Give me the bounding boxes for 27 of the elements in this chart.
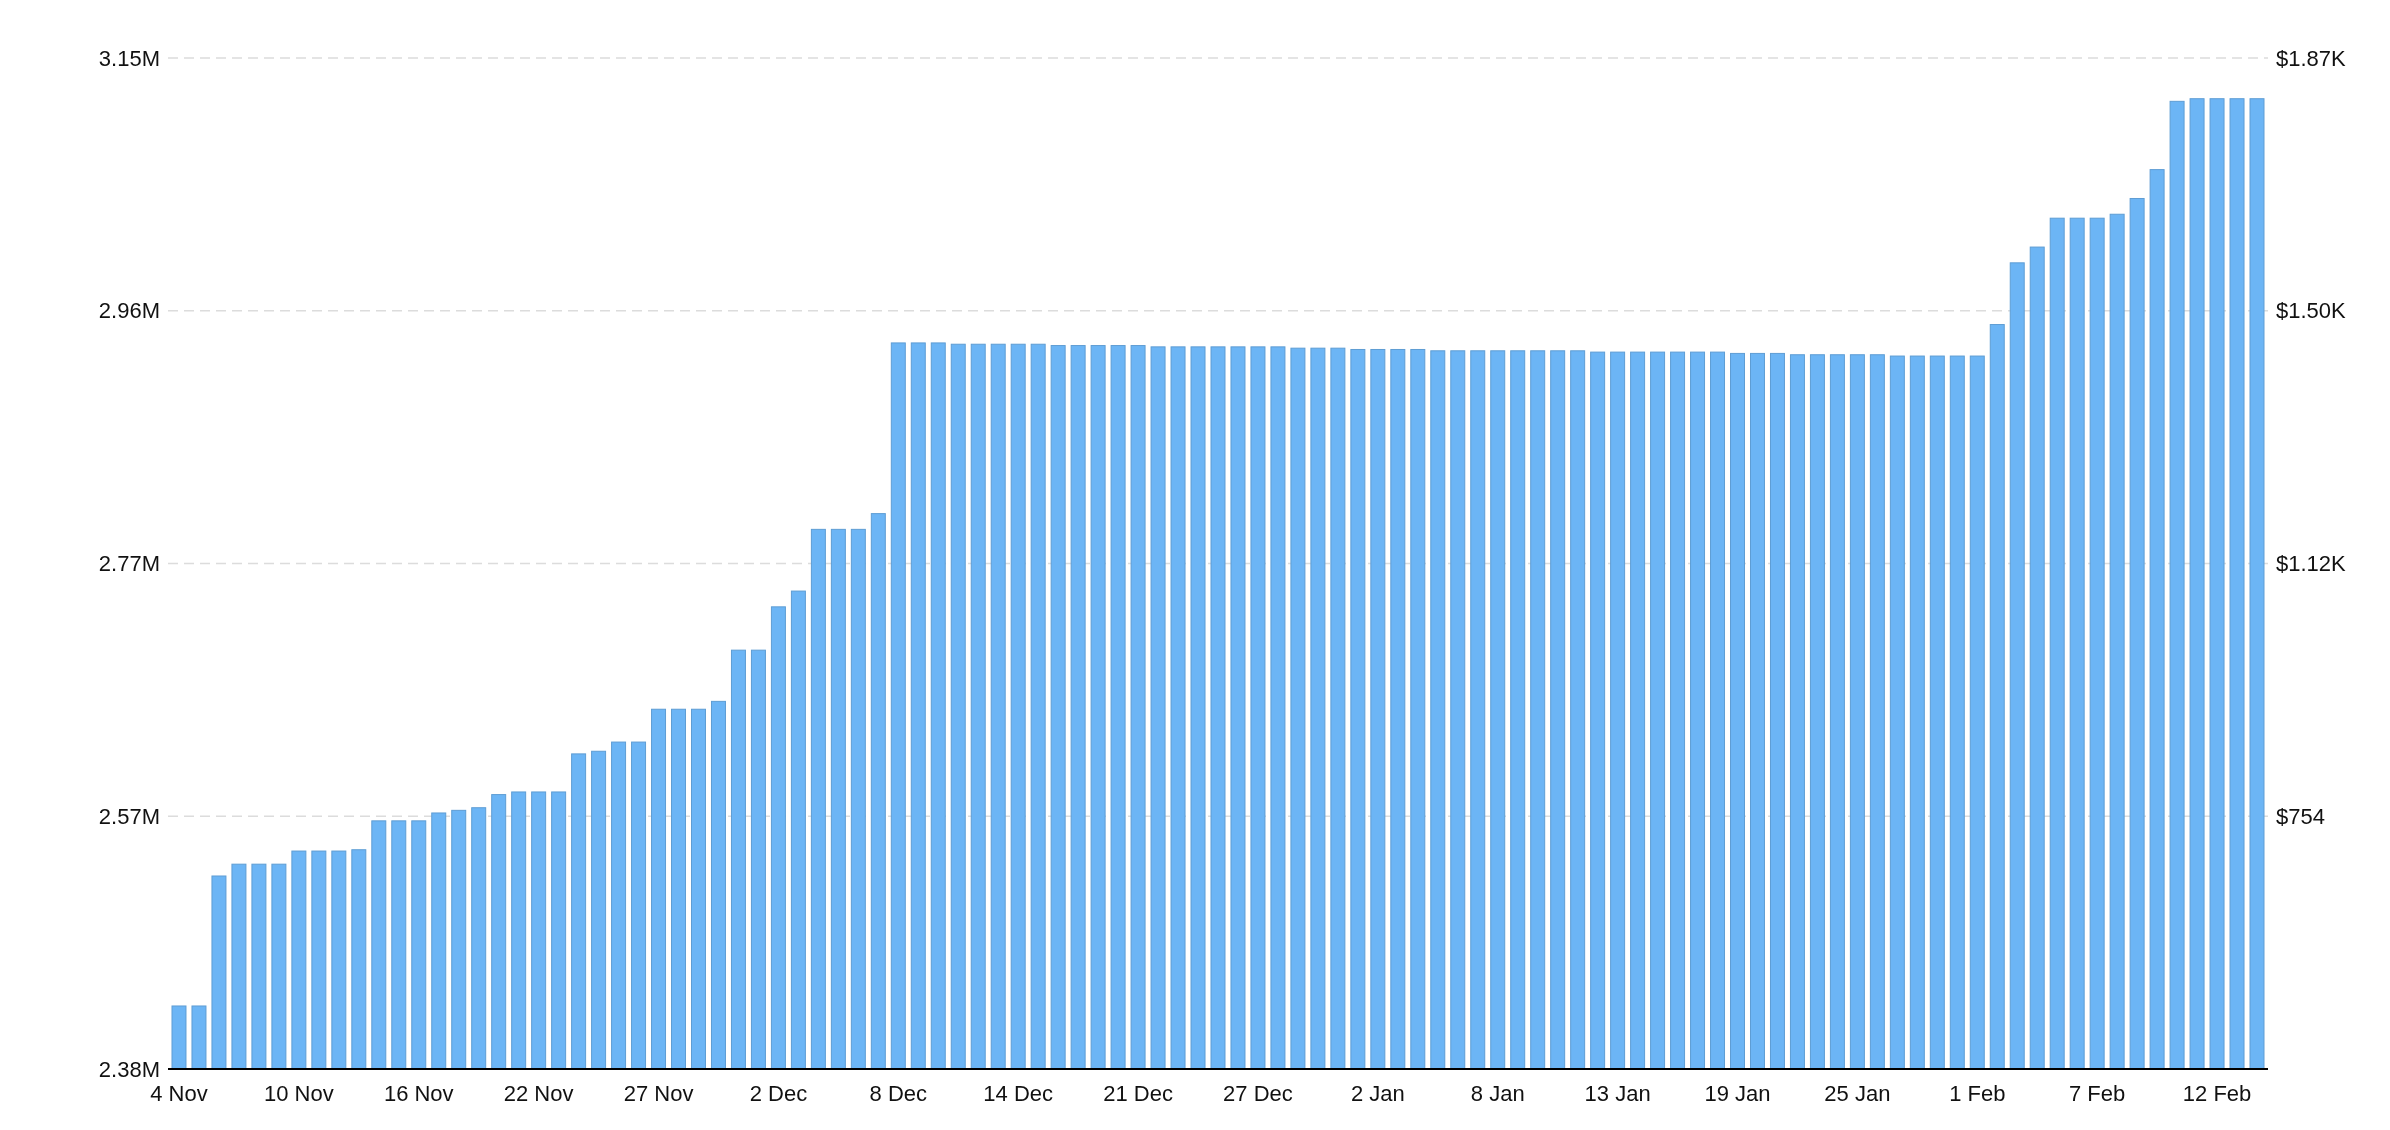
y-tick-label: 3.15M: [98, 45, 160, 71]
x-tick-label: 2 Jan: [1350, 1081, 1405, 1106]
x-tick-label: 19 Jan: [1704, 1081, 1771, 1106]
x-tick-label: 8 Jan: [1470, 1081, 1525, 1106]
x-tick-label: 14 Dec: [983, 1081, 1054, 1106]
y-tick-label: 2.77M: [98, 551, 160, 577]
x-tick-label: 27 Nov: [623, 1081, 694, 1106]
y-tick-label: 2.38M: [98, 1056, 160, 1082]
x-tick-label: 22 Nov: [503, 1081, 574, 1106]
x-tick-label: 2 Dec: [749, 1081, 808, 1106]
x-tick-label: 21 Dec: [1103, 1081, 1173, 1106]
x-tick-label: 1 Feb: [1949, 1081, 2006, 1106]
y-tick-label: 2.96M: [98, 298, 160, 324]
x-tick-label: 10 Nov: [264, 1081, 334, 1106]
x-tick-label: 27 Dec: [1223, 1081, 1293, 1106]
x-tick-label: 16 Nov: [383, 1081, 454, 1106]
y2-tick-label: $1.12K: [2276, 551, 2347, 577]
y2-tick-label: $754: [2276, 803, 2325, 829]
x-tick-label: 4 Nov: [150, 1081, 208, 1106]
x-tick-label: 12 Feb: [2182, 1081, 2252, 1106]
x-tick-label: 13 Jan: [1584, 1081, 1651, 1106]
x-tick-label: 25 Jan: [1824, 1081, 1891, 1106]
y-tick-label: 2.57M: [98, 803, 160, 829]
x-tick-label: 7 Feb: [2069, 1081, 2126, 1106]
y2-tick-label: $1.50K: [2276, 298, 2347, 324]
x-tick-label: 8 Dec: [869, 1081, 928, 1106]
y2-tick-label: $1.87K: [2276, 45, 2347, 71]
